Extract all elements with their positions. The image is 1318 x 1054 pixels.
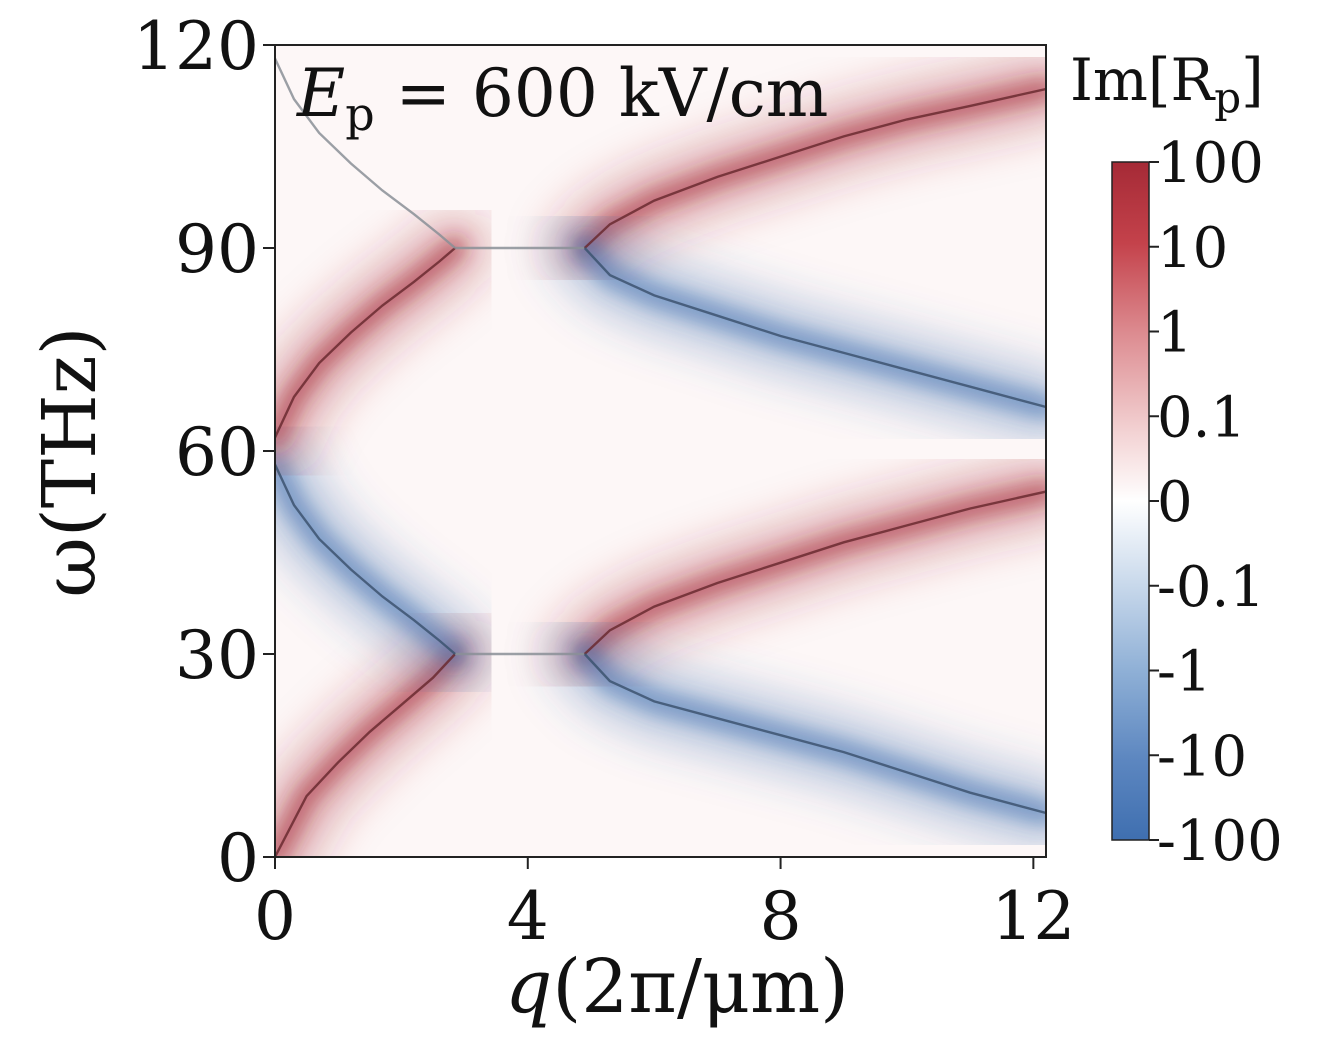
colorbar-tick-label: 0.1 — [1157, 385, 1246, 450]
colorbar-tick-label: -0.1 — [1157, 555, 1265, 620]
x-tick-label: 4 — [507, 878, 549, 955]
y-axis: 0 30 60 90 120 — [133, 8, 275, 897]
curve-middle-ascending — [275, 247, 456, 439]
colorbar-tick-label: 0 — [1157, 470, 1193, 535]
plot-area — [274, 44, 1047, 858]
colorbar-tick-label: -1 — [1157, 640, 1212, 705]
curve-middle-descending — [275, 463, 456, 655]
curve-lower-upward — [275, 653, 456, 857]
colorbar-tick-label: 10 — [1157, 216, 1228, 281]
curve-upper-down-branch — [583, 247, 1046, 409]
curve-top-descending — [275, 57, 456, 249]
x-tick-label: 12 — [991, 878, 1075, 955]
colorbar-tick-label: 100 — [1157, 131, 1264, 196]
y-tick-label: 90 — [175, 211, 259, 288]
colorbar-title: Im[Rp] — [1070, 46, 1264, 122]
colorbar-tick-label: 1 — [1157, 301, 1193, 366]
curve-lower-down-branch — [583, 653, 1046, 815]
y-axis-label: ω(THz) — [27, 327, 113, 598]
colorbar-ticks: 100 10 1 0.1 0 -0.1 -1 -10 -100 — [1149, 131, 1283, 874]
curve-lower-upper-branch — [583, 490, 1046, 655]
field-annotation: Ep = 600 kV/cm — [296, 55, 828, 141]
y-tick-label: 30 — [175, 617, 259, 694]
y-tick-label: 0 — [217, 820, 259, 897]
x-axis-label: q(2π/μm) — [505, 944, 849, 1030]
dispersion-curves — [275, 57, 1046, 857]
colorbar-tick-label: -100 — [1157, 809, 1283, 874]
x-axis: 0 4 8 12 — [254, 857, 1075, 955]
x-tick-label: 8 — [760, 878, 802, 955]
y-tick-label: 120 — [133, 8, 259, 85]
curve-upper-upper-branch — [583, 87, 1046, 249]
x-tick-label: 0 — [254, 878, 296, 955]
colorbar: Im[Rp] 100 10 1 0.1 0 -0.1 -1 -10 -100 — [1070, 46, 1283, 874]
colorbar-tick-label: -10 — [1157, 724, 1247, 789]
y-tick-label: 60 — [175, 414, 259, 491]
colorbar-gradient — [1111, 161, 1150, 841]
